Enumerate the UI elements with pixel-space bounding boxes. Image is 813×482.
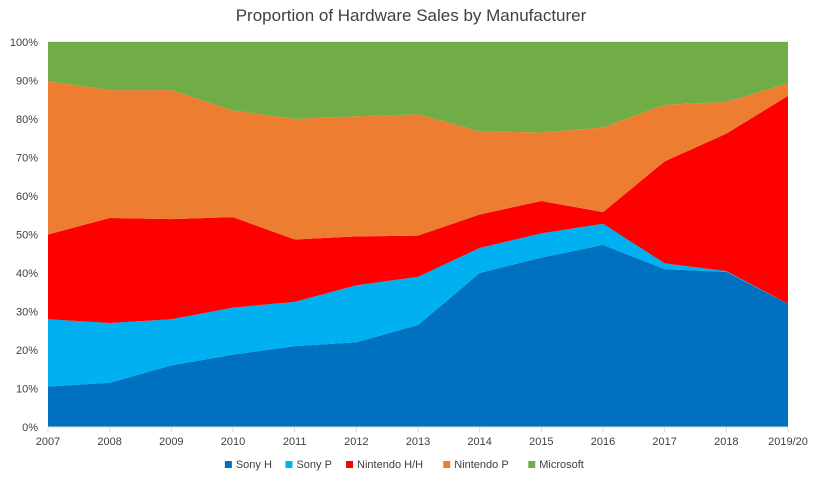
x-tick-label: 2015	[529, 436, 553, 448]
legend-swatch-sony-h	[224, 461, 232, 468]
x-tick-label: 2019/20	[768, 436, 808, 448]
y-tick-label: 20%	[16, 345, 38, 357]
legend-swatch-sony-p	[285, 461, 293, 468]
legend-swatch-microsoft	[528, 461, 536, 468]
x-tick-label: 2011	[283, 436, 307, 448]
y-tick-label: 80%	[16, 114, 38, 126]
legend-label-nintendo-h-h: Nintendo H/H	[357, 459, 423, 471]
x-tick-label: 2009	[159, 436, 183, 448]
x-tick-label: 2018	[714, 436, 738, 448]
legend-label-microsoft: Microsoft	[539, 459, 584, 471]
axes: 0% 10% 20% 30% 40% 50% 60% 70% 80% 90% 100% 2007 200…	[10, 37, 808, 448]
x-tick-label: 2008	[97, 436, 121, 448]
y-tick-label: 10%	[16, 384, 38, 396]
area-series	[48, 42, 788, 427]
x-tick-label: 2010	[221, 436, 245, 448]
x-tick-label: 2014	[467, 436, 491, 448]
legend: Sony H Sony P Nintendo H/H Nintendo P Micros…	[224, 459, 584, 471]
x-tick-label: 2016	[591, 436, 615, 448]
x-tick-label: 2007	[36, 436, 60, 448]
chart-title: Proportion of Hardware Sales by Manufact…	[236, 6, 587, 25]
area-nintendo-h-h	[48, 95, 788, 324]
x-tick-label: 2017	[652, 436, 676, 448]
y-tick-label: 50%	[16, 230, 38, 242]
y-tick-label: 40%	[16, 268, 38, 280]
y-tick-label: 90%	[16, 76, 38, 88]
y-tick-label: 30%	[16, 307, 38, 319]
y-tick-label: 0%	[22, 422, 38, 434]
area-nintendo-p	[48, 81, 788, 240]
legend-label-sony-h: Sony H	[236, 459, 272, 471]
legend-label-sony-p: Sony P	[296, 459, 331, 471]
x-tick-label: 2013	[406, 436, 430, 448]
y-tick-label: 60%	[16, 191, 38, 203]
y-tick-label: 70%	[16, 153, 38, 165]
legend-label-nintendo-p: Nintendo P	[454, 459, 508, 471]
y-tick-label: 100%	[10, 37, 38, 49]
legend-swatch-nintendo-h-h	[346, 461, 354, 468]
area-sony-h	[48, 244, 788, 427]
x-tick-label: 2012	[344, 436, 368, 448]
area-sony-p	[48, 223, 788, 387]
legend-swatch-nintendo-p	[443, 461, 451, 468]
area-microsoft	[48, 42, 788, 133]
